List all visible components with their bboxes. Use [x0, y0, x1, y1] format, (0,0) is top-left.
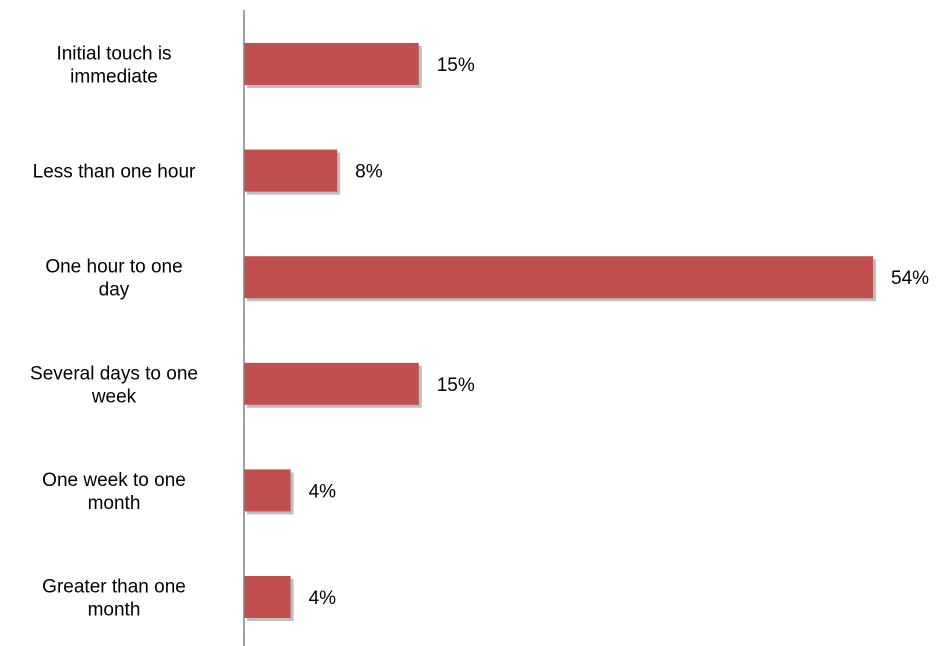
- bars-layer: [244, 43, 876, 621]
- category-label: Greater than one month: [42, 577, 186, 621]
- bar: [244, 469, 291, 512]
- category-label-line: One hour to one: [45, 257, 182, 278]
- category-label-line: month: [88, 600, 141, 621]
- bar: [244, 576, 291, 618]
- category-label-line: week: [91, 386, 137, 407]
- category-label: Several days to one week: [30, 363, 198, 407]
- data-label: 15%: [437, 55, 475, 76]
- bar: [244, 43, 419, 85]
- category-label: One week to one month: [42, 470, 186, 514]
- data-label: 8%: [355, 162, 383, 183]
- category-label-line: day: [99, 280, 130, 301]
- category-label: Less than one hour: [33, 162, 196, 183]
- category-label: One hour to one day: [45, 257, 182, 301]
- data-label: 15%: [437, 375, 475, 396]
- category-label-line: One week to one: [42, 470, 186, 491]
- bar: [244, 362, 419, 405]
- category-label-line: Several days to one: [30, 363, 198, 384]
- category-label-line: immediate: [70, 67, 158, 88]
- data-label: 54%: [891, 268, 929, 289]
- data-label: 4%: [309, 588, 337, 609]
- bar: [244, 256, 873, 299]
- labels-layer: 15% Initial touch is immediate 8% Less than …: [30, 44, 929, 621]
- category-label-line: Greater than one: [42, 577, 186, 598]
- bar: [244, 149, 338, 192]
- data-label: 4%: [309, 481, 337, 502]
- category-label-line: month: [88, 493, 141, 514]
- category-label-line: Initial touch is: [56, 44, 171, 65]
- category-label: Initial touch is immediate: [56, 44, 171, 88]
- category-label-line: Less than one hour: [33, 162, 196, 183]
